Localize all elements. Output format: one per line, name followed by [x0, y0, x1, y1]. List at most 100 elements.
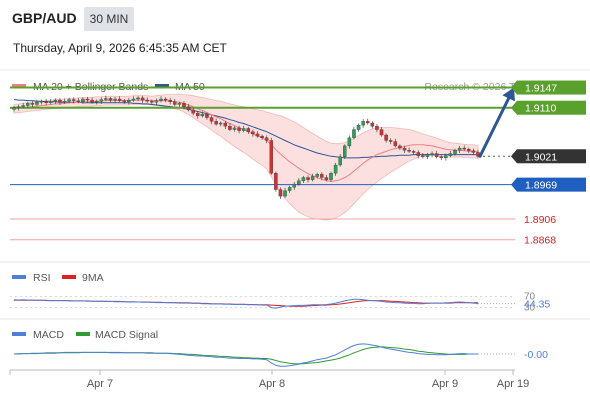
x-tick-label: Apr 8	[259, 378, 285, 390]
candle-body	[168, 99, 172, 102]
candle-body	[310, 176, 315, 180]
candle-body	[49, 101, 53, 103]
candle-body	[467, 149, 471, 151]
candle-body	[228, 126, 232, 130]
level-label-box-1-8969	[517, 177, 586, 192]
candle-body	[12, 107, 16, 110]
candle-body	[237, 127, 241, 131]
candle-body	[21, 105, 25, 107]
rsi-ma-legend-swatch	[62, 275, 76, 279]
candle-body	[108, 98, 113, 101]
candlestick-layer	[12, 95, 480, 199]
bollinger-band	[13, 94, 479, 221]
macd-layer: -0.00	[13, 343, 548, 367]
candle-body	[159, 98, 163, 101]
candle-body	[260, 135, 264, 138]
candle-body	[85, 98, 90, 101]
candle-body	[434, 153, 439, 157]
timeframe-button[interactable]: 30 MIN	[84, 7, 134, 31]
candle-body	[439, 156, 443, 159]
rsi-level-label-30: 30	[524, 303, 536, 314]
candle-body	[35, 102, 39, 105]
candle-body	[223, 122, 228, 127]
candle-body	[398, 145, 402, 149]
candle-body	[264, 137, 269, 141]
level-label-pointer-1-9147	[511, 80, 517, 95]
projection-arrow-head	[502, 87, 515, 102]
rsi-legend-swatch	[12, 275, 26, 279]
candle-body	[241, 128, 246, 131]
candle-body	[200, 114, 205, 117]
candle-body	[154, 100, 159, 103]
x-tick-label: Apr 19	[497, 378, 529, 390]
candle-body	[471, 150, 476, 153]
candle-body	[453, 150, 457, 154]
candle-body	[53, 99, 58, 102]
candle-body	[117, 98, 122, 101]
candle-body	[329, 173, 333, 180]
bollinger-band-layer	[13, 94, 479, 221]
datetime-label: Thursday, April 9, 2026 6:45:35 AM CET	[13, 41, 227, 55]
candle-body	[44, 101, 48, 103]
candle-body	[26, 103, 30, 106]
candle-body	[209, 117, 214, 122]
candle-body	[163, 98, 168, 101]
candle-body	[448, 153, 453, 156]
candle-body	[218, 122, 223, 125]
candle-body	[352, 129, 356, 138]
candle-body	[375, 126, 379, 130]
candle-body	[99, 99, 104, 102]
candle-body	[16, 106, 21, 108]
candle-body	[205, 114, 209, 118]
ma50-legend-swatch	[155, 84, 169, 88]
x-axis-tick-layer: Apr 7 Apr 8 Apr 9 Apr 19	[9, 370, 529, 390]
macd-legend-swatch	[12, 332, 26, 336]
candle-body	[421, 155, 425, 157]
candle-body	[462, 147, 466, 150]
candle-body	[370, 122, 375, 127]
candle-body	[214, 121, 218, 125]
candle-body	[251, 131, 255, 135]
symbol-label: GBP/AUD	[12, 10, 77, 26]
macd-legend: MACD MACD Signal	[12, 329, 158, 341]
candle-body	[90, 99, 94, 103]
candle-body	[430, 153, 434, 155]
x-tick-label: Apr 7	[87, 378, 113, 390]
candle-body	[343, 145, 347, 157]
level-label-pointer-1-8969	[511, 177, 517, 192]
candle-body	[145, 99, 149, 102]
candle-body	[136, 97, 140, 100]
candle-body	[274, 173, 278, 190]
candle-body	[379, 129, 384, 136]
candle-body	[315, 174, 319, 177]
candle-body	[58, 99, 62, 103]
candle-body	[411, 151, 416, 153]
candle-body	[283, 190, 287, 197]
level-label-1-9110: 1.9110	[525, 103, 556, 115]
level-label-1-8969: 1.8969	[525, 180, 557, 192]
candle-body	[388, 140, 393, 142]
candle-body	[297, 180, 301, 185]
candle-body	[287, 187, 292, 191]
candle-body	[292, 183, 296, 188]
projection-arrow-layer	[478, 87, 515, 158]
candle-body	[94, 101, 99, 103]
candle-body	[255, 133, 260, 137]
candle-body	[407, 150, 411, 152]
candle-body	[104, 98, 108, 100]
rsi-ma-legend-label: 9MA	[82, 272, 104, 284]
candle-body	[361, 121, 365, 126]
candle-body	[232, 127, 237, 130]
candle-body	[384, 134, 388, 141]
candle-body	[393, 141, 398, 147]
macd-value-label: -0.00	[524, 349, 548, 361]
macd-signal-line	[14, 346, 478, 365]
rsi-level-label-70: 70	[524, 291, 536, 302]
candle-body	[324, 177, 329, 180]
candle-body	[113, 98, 117, 101]
macd-legend-label: MACD	[33, 329, 64, 341]
candle-body	[191, 109, 195, 114]
ma50-line	[13, 99, 478, 159]
candle-body	[173, 101, 177, 105]
